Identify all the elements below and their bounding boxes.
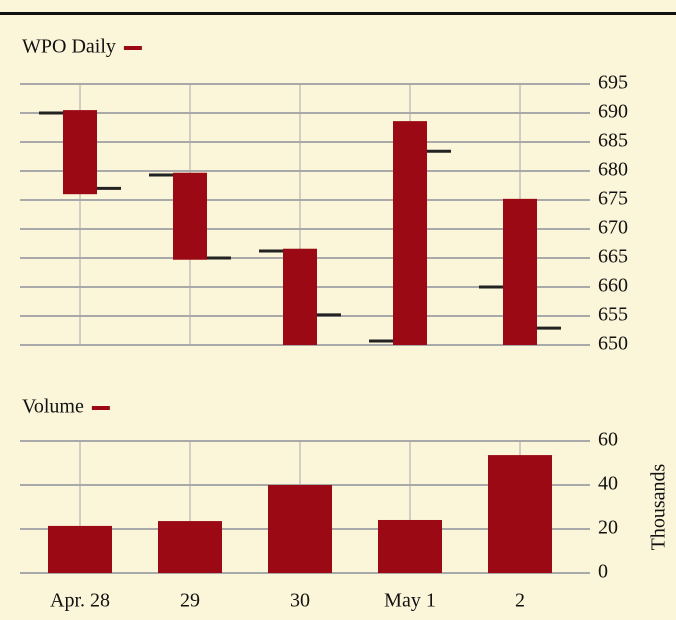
range-bar: [283, 248, 317, 345]
y-tick-label: 650: [598, 333, 628, 355]
legend-swatch: [91, 406, 110, 410]
y-tick-label: 665: [598, 246, 628, 268]
x-tick-label: May 1: [384, 590, 436, 612]
bar: [488, 455, 552, 573]
x-tick-label: 30: [290, 590, 310, 612]
y-tick-label: 675: [598, 188, 628, 210]
y-tick-label: 685: [598, 130, 628, 152]
x-tick-label: 2: [515, 590, 525, 612]
top-rule: [0, 12, 676, 15]
y-tick-label: 690: [598, 101, 628, 123]
y-tick-label: 40: [598, 473, 618, 495]
x-tick-label: 29: [180, 590, 200, 612]
y-tick-label: 695: [598, 72, 628, 94]
legend-label: Volume: [22, 396, 84, 418]
y-axis-label: Thousands: [648, 463, 670, 550]
range-bar: [63, 110, 97, 195]
x-tick-label: Apr. 28: [50, 590, 110, 612]
y-tick-label: 660: [598, 275, 628, 297]
range-bar: [173, 172, 207, 260]
range-bar: [503, 198, 537, 345]
y-tick-label: 670: [598, 217, 628, 239]
y-tick-label: 655: [598, 304, 628, 326]
range-bar: [393, 121, 427, 346]
legend-swatch: [123, 46, 142, 50]
y-tick-label: 60: [598, 429, 618, 451]
y-tick-label: 20: [598, 517, 618, 539]
legend-label: WPO Daily: [22, 36, 116, 58]
bar: [158, 521, 222, 573]
y-tick-label: 0: [598, 561, 608, 583]
bar: [378, 519, 442, 573]
bar: [48, 525, 112, 573]
bar: [268, 485, 332, 573]
y-tick-label: 680: [598, 159, 628, 181]
